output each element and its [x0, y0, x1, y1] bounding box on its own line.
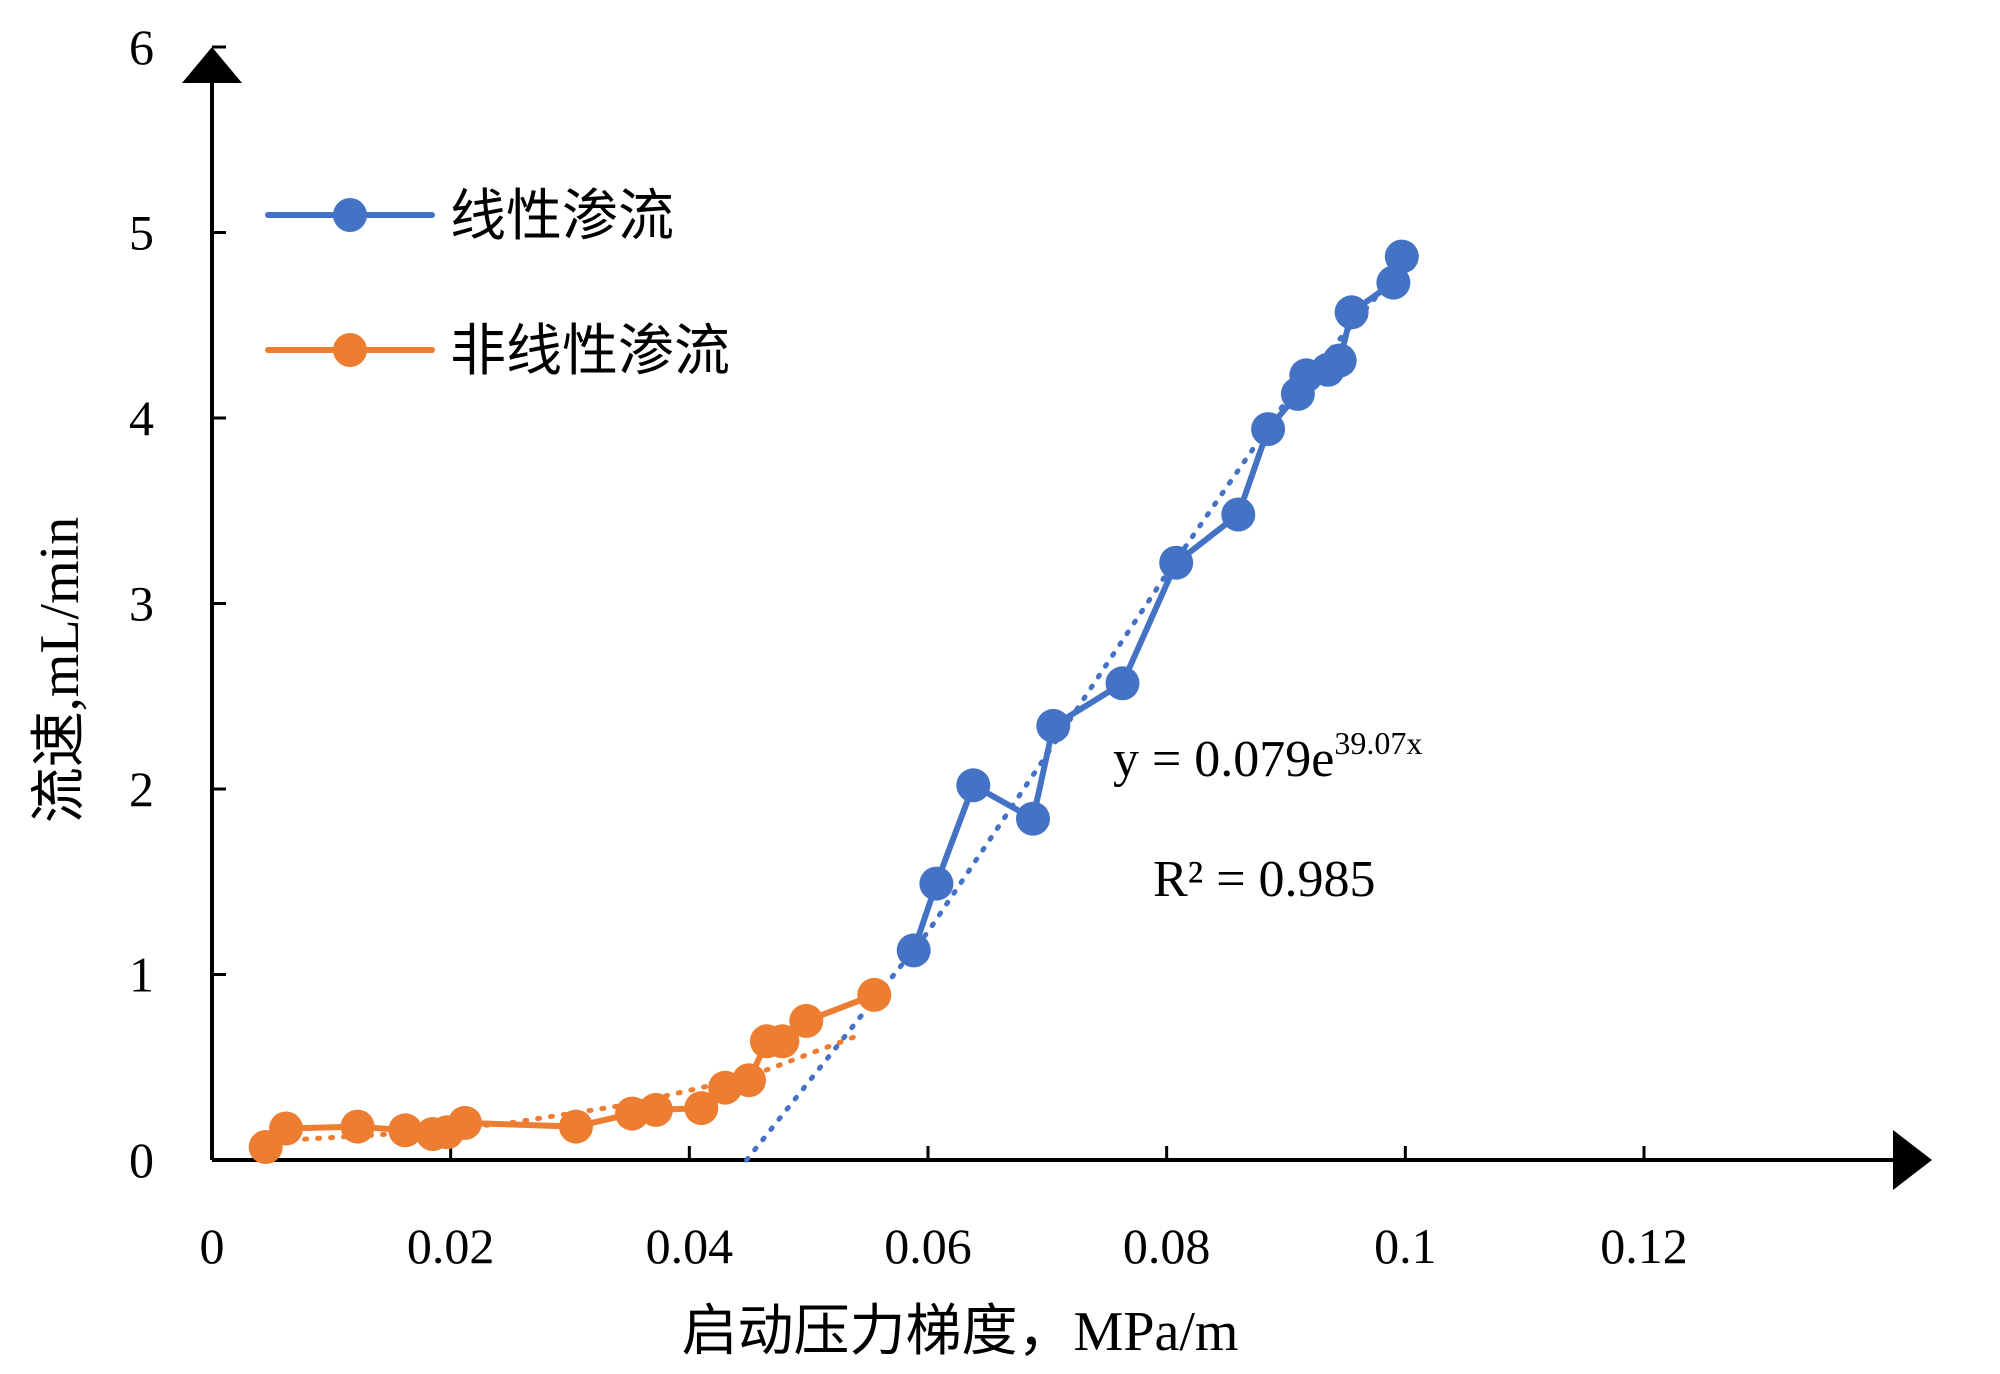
- data-point: [789, 1003, 824, 1038]
- y-tick-label: 4: [129, 390, 154, 446]
- legend-label: 线性渗流: [450, 186, 674, 248]
- y-tick-labels: 0 1 2 3 4 5 6: [129, 19, 154, 1188]
- data-point: [340, 1109, 375, 1144]
- data-point: [1036, 708, 1071, 743]
- trendline-annotation: y = 0.079e39.07x R² = 0.985: [1113, 725, 1422, 908]
- data-point: [732, 1063, 766, 1098]
- data-point: [448, 1105, 482, 1140]
- y-tick-label: 5: [129, 205, 154, 261]
- equation-base: y = 0.079e: [1113, 731, 1334, 788]
- legend-label: 非线性渗流: [450, 321, 730, 383]
- x-tick-marks: [449, 1146, 1646, 1160]
- y-tick-marks: [212, 45, 226, 1162]
- y-tick-label: 0: [129, 1132, 154, 1188]
- legend-item-linear: 线性渗流: [265, 186, 674, 248]
- equation-exponent: 39.07x: [1334, 725, 1422, 761]
- data-point: [1334, 295, 1369, 330]
- trendlines: [263, 274, 1396, 1163]
- series-line: [910, 255, 1405, 952]
- data-point: [638, 1092, 673, 1127]
- data-point: [857, 977, 892, 1012]
- data-point: [1105, 666, 1140, 701]
- legend: 线性渗流 非线性渗流: [265, 186, 730, 383]
- y-tick-label: 3: [129, 576, 154, 632]
- series-nonlinear: [248, 977, 892, 1164]
- data-series: [248, 239, 1419, 1164]
- x-tick-label: 0.04: [646, 1218, 734, 1274]
- data-point: [1376, 265, 1411, 300]
- trendline-equation: y = 0.079e39.07x: [1113, 725, 1422, 788]
- x-tick-label: 0.06: [884, 1218, 972, 1274]
- r-squared-label: R² = 0.985: [1153, 851, 1376, 908]
- data-point: [1159, 545, 1194, 580]
- data-point: [956, 768, 991, 803]
- x-axis-arrow-icon: [1893, 1130, 1932, 1190]
- data-point: [1251, 412, 1286, 447]
- data-point: [1221, 497, 1256, 532]
- x-tick-label: 0.02: [407, 1218, 495, 1274]
- trendline: [744, 274, 1396, 1163]
- y-tick-label: 6: [129, 19, 154, 75]
- data-point: [1016, 801, 1050, 836]
- legend-item-nonlinear: 非线性渗流: [265, 321, 730, 383]
- y-tick-label: 2: [129, 761, 154, 817]
- data-point: [896, 933, 931, 968]
- data-point: [1322, 343, 1357, 378]
- data-point: [765, 1024, 800, 1059]
- legend-marker-icon: [333, 333, 367, 367]
- x-tick-label: 0.1: [1374, 1218, 1437, 1274]
- data-point: [919, 866, 954, 901]
- y-tick-label: 1: [129, 947, 154, 1003]
- x-tick-label: 0.08: [1123, 1218, 1211, 1274]
- x-axis-title: 启动压力梯度，MPa/m: [682, 1301, 1239, 1363]
- data-point: [559, 1109, 593, 1144]
- axes: [182, 47, 1932, 1190]
- x-tick-label: 0.12: [1600, 1218, 1688, 1274]
- series-linear: [896, 239, 1419, 968]
- data-point: [684, 1091, 719, 1126]
- legend-marker-icon: [333, 198, 367, 232]
- x-tick-label: 0: [200, 1218, 225, 1274]
- x-tick-labels: 0 0.02 0.04 0.06 0.08 0.1 0.12: [200, 1218, 1688, 1274]
- data-point: [388, 1113, 423, 1148]
- y-axis-title: 流速,mL/min: [29, 517, 91, 823]
- y-axis-arrow-icon: [182, 47, 242, 83]
- data-point: [1384, 239, 1419, 274]
- data-point: [269, 1111, 303, 1146]
